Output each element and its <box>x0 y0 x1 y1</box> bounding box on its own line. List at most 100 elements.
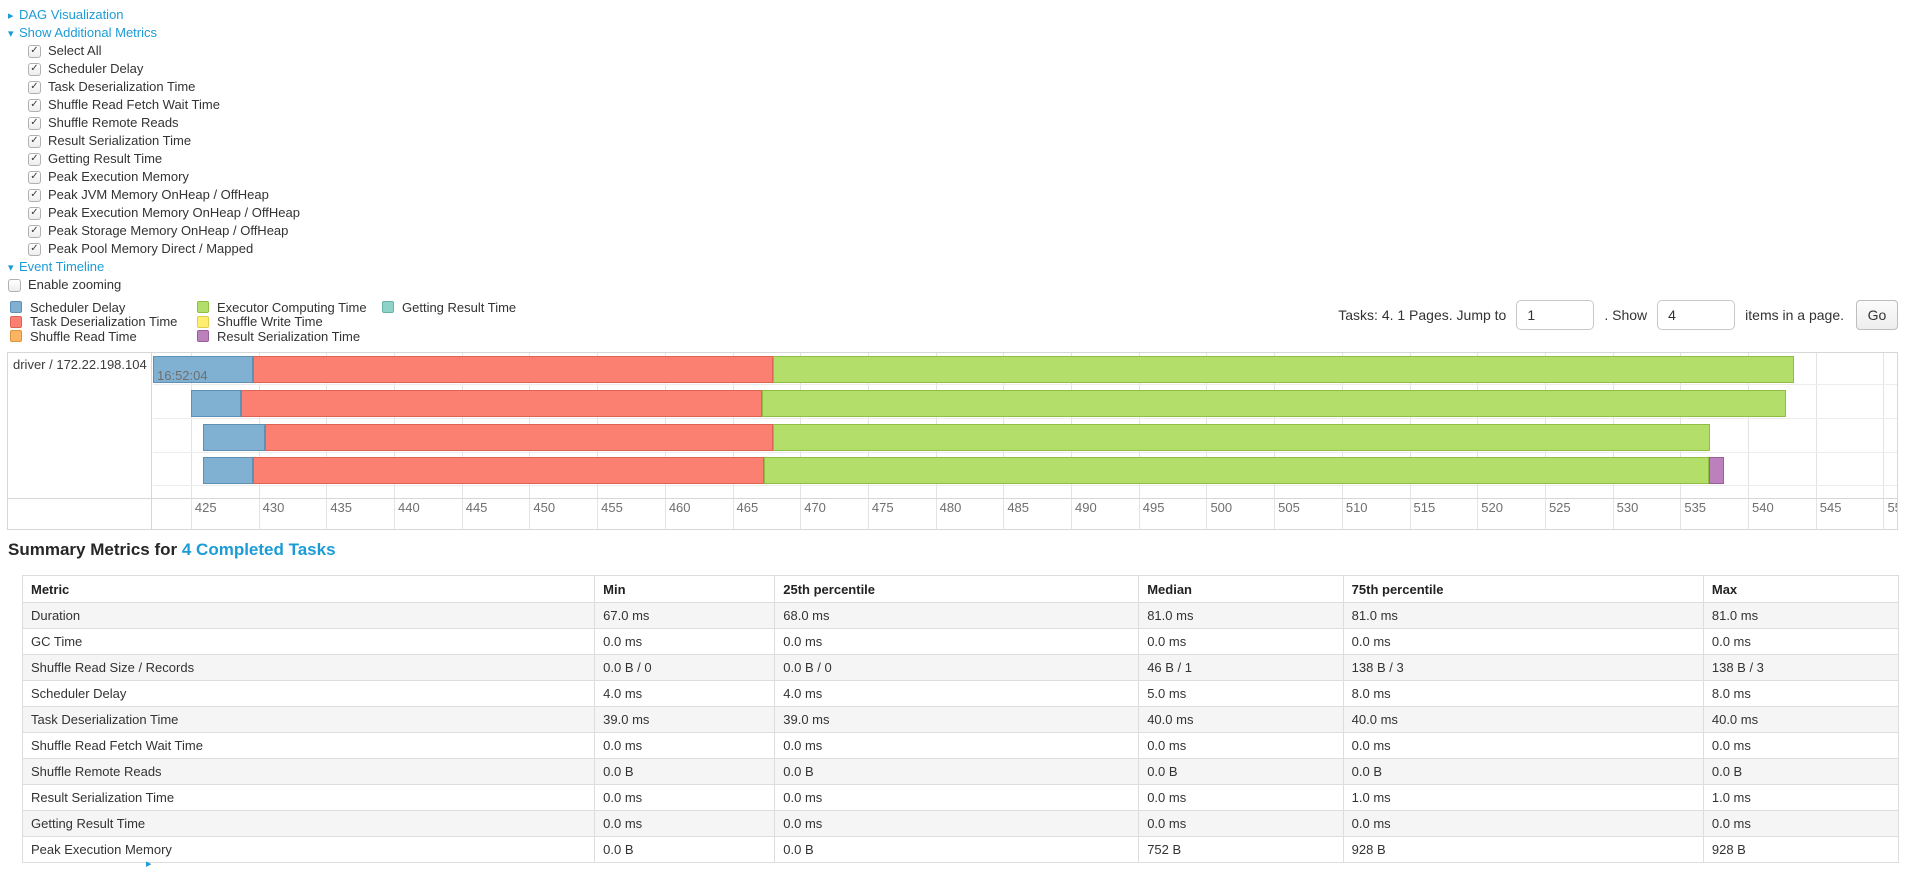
table-cell: 0.0 ms <box>594 784 776 811</box>
task-pagination: Tasks: 4. 1 Pages. Jump to . Show items … <box>1334 298 1898 332</box>
task-bar-segment-executor-computing[interactable] <box>763 457 1709 484</box>
axis-tick-label: 440 <box>398 500 420 515</box>
table-cell: 81.0 ms <box>1702 602 1900 629</box>
task-bar-segment-executor-computing[interactable] <box>773 356 1795 383</box>
table-cell: 0.0 B <box>1342 758 1704 785</box>
axis-tick-label: 510 <box>1345 500 1368 515</box>
metric-checkbox[interactable]: ✓ <box>28 134 41 148</box>
task-bar-segment-task-deserialization[interactable] <box>241 390 763 417</box>
table-column-header: Metric <box>21 575 596 603</box>
metric-checkbox[interactable]: ✓ <box>28 188 41 202</box>
metric-checkbox-row[interactable]: ✓ Peak Storage Memory OnHeap / OffHeap <box>8 222 300 240</box>
event-timeline-toggle[interactable]: ▾ Event Timeline <box>8 258 300 276</box>
table-cell: 0.0 B / 0 <box>774 654 1140 681</box>
go-button[interactable]: Go <box>1856 300 1898 330</box>
gridline <box>1883 353 1885 498</box>
dag-visualization-label: DAG Visualization <box>19 7 124 22</box>
axis-label-cell <box>8 499 152 529</box>
metric-checkbox[interactable]: ✓ <box>28 116 41 130</box>
legend-label: Scheduler Delay <box>30 299 126 315</box>
table-cell: Shuffle Read Fetch Wait Time <box>21 732 596 759</box>
enable-zooming-row[interactable]: Enable zooming <box>8 276 300 294</box>
jump-to-page-input[interactable] <box>1516 300 1595 330</box>
table-row: Scheduler Delay 4.0 ms 4.0 ms 5.0 ms 8.0 ms 8… <box>21 680 1900 707</box>
next-section-clipped-arrow-icon[interactable]: ▸ <box>146 858 152 870</box>
metric-checkbox[interactable]: ✓ <box>28 224 41 238</box>
metric-checkbox[interactable]: ✓ <box>28 206 41 220</box>
metric-checkbox-row[interactable]: ✓ Getting Result Time <box>8 150 300 168</box>
task-bar-segment-task-deserialization[interactable] <box>253 457 764 484</box>
table-cell: 4.0 ms <box>774 680 1140 707</box>
task-bar-segment-task-deserialization[interactable] <box>265 424 774 451</box>
table-cell: Scheduler Delay <box>21 680 596 707</box>
metric-checkbox[interactable]: ✓ <box>28 62 41 76</box>
table-cell: Task Deserialization Time <box>21 706 596 733</box>
axis-tick-label: 460 <box>668 500 691 515</box>
task-bar-segment-result-serialization[interactable] <box>1708 457 1724 484</box>
gridline <box>1748 353 1750 498</box>
gridline <box>597 499 599 529</box>
task-bar-segment-executor-computing[interactable] <box>762 390 1786 417</box>
metric-checkbox-row[interactable]: ✓ Task Deserialization Time <box>8 78 300 96</box>
summary-metrics-heading: Summary Metrics for 4 Completed Tasks <box>8 540 336 560</box>
table-cell: 4.0 ms <box>594 680 776 707</box>
metric-checkbox-row[interactable]: ✓ Shuffle Read Fetch Wait Time <box>8 96 300 114</box>
table-cell: 39.0 ms <box>594 706 776 733</box>
gridline <box>935 499 937 529</box>
legend-item: Getting Result Time <box>382 300 516 315</box>
legend-item: Scheduler Delay <box>10 300 197 315</box>
items-per-page-input[interactable] <box>1657 300 1736 330</box>
table-cell: 0.0 ms <box>1702 732 1900 759</box>
timeline-group-labels: driver / 172.22.198.104 <box>8 353 152 498</box>
metric-checkbox-row[interactable]: ✓ Peak Execution Memory <box>8 168 300 186</box>
metric-checkbox[interactable]: ✓ <box>28 242 41 256</box>
metric-checkbox-label: Task Deserialization Time <box>48 79 196 94</box>
table-header-row: Metric Min 25th percentile Median 75th perce… <box>21 575 1900 603</box>
metric-checkbox-row[interactable]: ✓ Shuffle Remote Reads <box>8 114 300 132</box>
table-cell: 0.0 ms <box>594 732 776 759</box>
metric-checkbox[interactable]: ✓ <box>28 44 41 58</box>
shuffle-read-swatch-icon <box>10 330 22 343</box>
task-bar-segment-executor-computing[interactable] <box>773 424 1711 451</box>
metric-checkbox-row[interactable]: ✓ Peak Execution Memory OnHeap / OffHeap <box>8 204 300 222</box>
metric-checkbox-row[interactable]: ✓ Result Serialization Time <box>8 132 300 150</box>
metric-checkbox-row[interactable]: ✓ Scheduler Delay <box>8 60 300 78</box>
completed-tasks-link[interactable]: 4 Completed Tasks <box>181 540 336 559</box>
metric-checkbox-label: Result Serialization Time <box>48 133 192 148</box>
axis-tick-label: 525 <box>1548 500 1571 515</box>
gridline <box>394 499 396 529</box>
metric-checkbox[interactable]: ✓ <box>28 152 41 166</box>
metric-checkbox-row[interactable]: ✓ Select All <box>8 42 300 60</box>
table-cell: 39.0 ms <box>774 706 1140 733</box>
dag-visualization-toggle[interactable]: ▸ DAG Visualization <box>8 6 300 24</box>
table-cell: 138 B / 3 <box>1342 654 1704 681</box>
metric-checkbox-label: Peak Execution Memory <box>48 169 189 184</box>
summary-metrics-table: Metric Min 25th percentile Median 75th perce… <box>21 575 1900 863</box>
gridline <box>1815 499 1817 529</box>
table-cell: 752 B <box>1138 836 1344 863</box>
table-cell: 46 B / 1 <box>1138 654 1344 681</box>
table-cell: 0.0 ms <box>1702 810 1900 837</box>
table-cell: 928 B <box>1342 836 1704 863</box>
show-additional-metrics-toggle[interactable]: ▾ Show Additional Metrics <box>8 24 300 42</box>
gridline <box>664 499 666 529</box>
task-bar-segment-scheduler-delay[interactable] <box>153 356 254 383</box>
gridline <box>1680 499 1682 529</box>
metric-checkbox[interactable]: ✓ <box>28 98 41 112</box>
gridline <box>326 499 328 529</box>
metric-checkbox-row[interactable]: ✓ Peak JVM Memory OnHeap / OffHeap <box>8 186 300 204</box>
task-bar-segment-scheduler-delay[interactable] <box>203 424 266 451</box>
metric-checkbox-row[interactable]: ✓ Peak Pool Memory Direct / Mapped <box>8 240 300 258</box>
gridline <box>1341 499 1343 529</box>
table-cell: 8.0 ms <box>1342 680 1704 707</box>
task-bar-segment-task-deserialization[interactable] <box>253 356 774 383</box>
metric-checkbox[interactable]: ✓ <box>28 170 41 184</box>
table-row: Shuffle Read Fetch Wait Time 0.0 ms 0.0 ms… <box>21 732 1900 759</box>
task-bar-segment-scheduler-delay[interactable] <box>203 457 254 484</box>
gridline <box>1748 499 1750 529</box>
show-additional-metrics-label: Show Additional Metrics <box>19 25 158 40</box>
metric-checkbox[interactable]: ✓ <box>28 80 41 94</box>
enable-zooming-checkbox[interactable] <box>8 278 21 292</box>
table-cell: 40.0 ms <box>1702 706 1900 733</box>
task-bar-segment-scheduler-delay[interactable] <box>190 390 241 417</box>
